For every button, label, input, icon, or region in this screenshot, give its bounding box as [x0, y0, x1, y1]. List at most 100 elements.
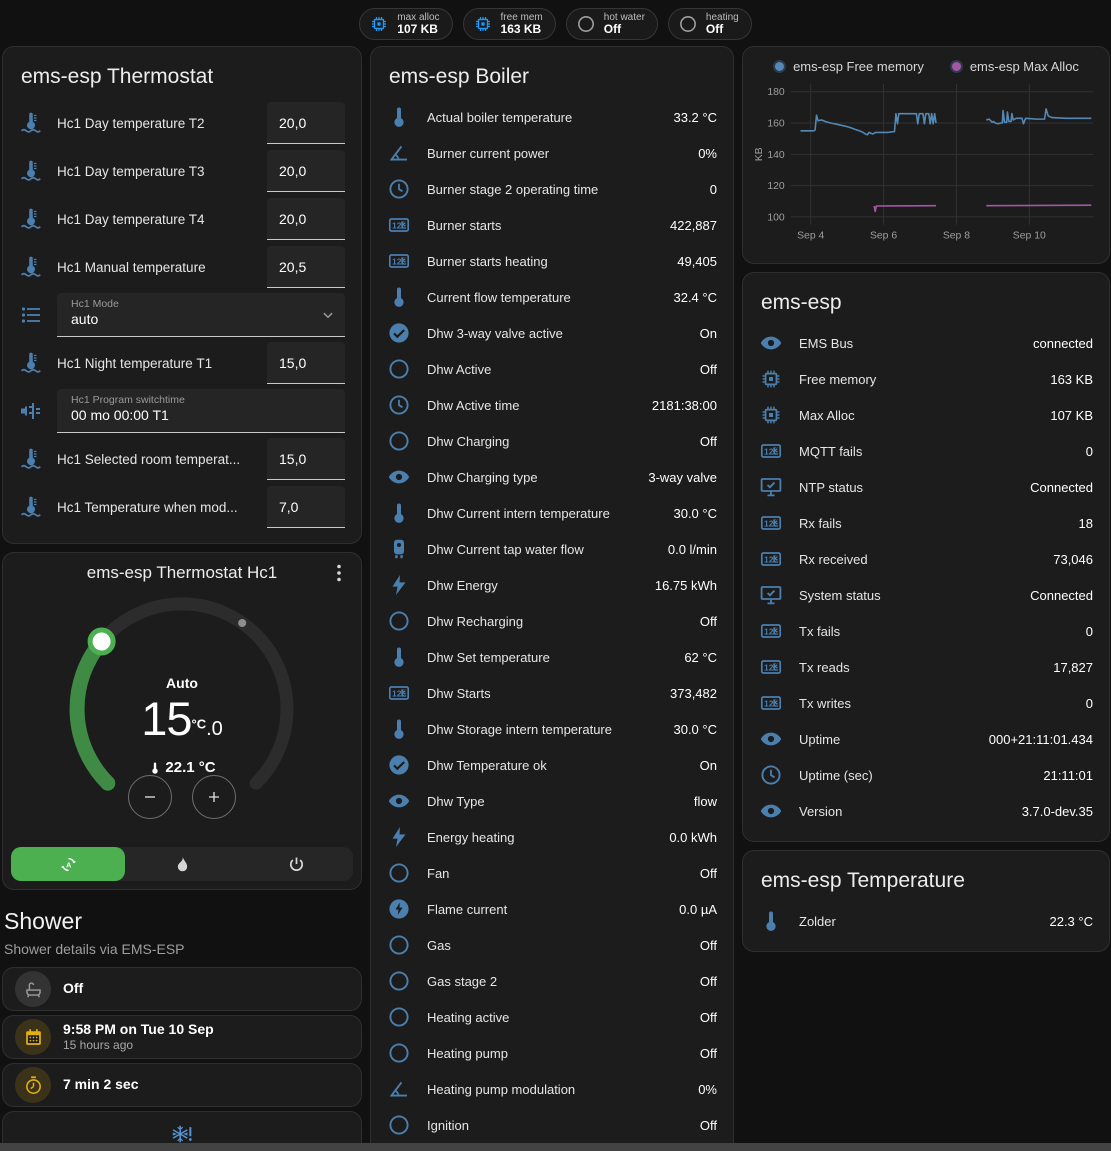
entity-row[interactable]: Dhw Charging type 3-way valve — [387, 459, 717, 495]
entity-row[interactable]: Ignition Off — [387, 1107, 717, 1143]
shower-tile[interactable]: 9:58 PM on Tue 10 Sep 15 hours ago — [2, 1015, 362, 1059]
number-field[interactable]: 15,0 — [267, 342, 345, 384]
select-value: auto — [71, 311, 99, 327]
current-temp-marker — [238, 619, 247, 627]
entity-row[interactable]: Dhw Temperature ok On — [387, 747, 717, 783]
entity-row[interactable]: Version 3.7.0-dev.35 — [759, 793, 1093, 829]
dial-gauge[interactable] — [22, 591, 342, 821]
status-badge[interactable]: free mem 163 KB — [462, 8, 556, 40]
increase-temp-button[interactable] — [192, 775, 236, 819]
entity-row[interactable]: Dhw Charging Off — [387, 423, 717, 459]
memory-history-chart[interactable]: 100 120 140 160 180 Sep 4 Sep 6 Sep 8 Sep 10 KB — [751, 76, 1101, 252]
clock-icon — [759, 763, 783, 787]
tile-text: 9:58 PM on Tue 10 Sep 15 hours ago — [63, 1021, 214, 1054]
entity-row[interactable]: Uptime (sec) 21:11:01 — [759, 757, 1093, 793]
entity-row[interactable]: System status Connected — [759, 577, 1093, 613]
entity-row[interactable]: EMS Bus connected — [759, 325, 1093, 361]
horizontal-scrollbar[interactable] — [0, 1143, 1111, 1151]
list-icon — [19, 303, 43, 327]
entity-label: Uptime (sec) — [799, 767, 873, 783]
entity-row[interactable]: Heating pump modulation 0% — [387, 1071, 717, 1107]
entity-value: 3.7.0-dev.35 — [1021, 803, 1093, 819]
entity-label: Free memory — [799, 371, 877, 387]
text-field[interactable]: Hc1 Program switchtime 00 mo 00:00 T1 — [57, 389, 345, 433]
mode-select[interactable]: Hc1 Mode auto — [57, 293, 345, 337]
entity-label: Burner stage 2 operating time — [427, 181, 599, 197]
entity-row[interactable]: Dhw Recharging Off — [387, 603, 717, 639]
current-temperature: 22.1 °C — [22, 759, 342, 776]
svg-text:140: 140 — [767, 150, 785, 161]
off-mode-button[interactable] — [239, 847, 353, 881]
entity-row[interactable]: Zolder 22.3 °C — [759, 903, 1093, 939]
entity-label: Ignition — [427, 1117, 469, 1133]
entity-row[interactable]: Energy heating 0.0 kWh — [387, 819, 717, 855]
entity-value: 73,046 — [1053, 551, 1093, 567]
entity-row[interactable]: Tx reads 17,827 — [759, 649, 1093, 685]
config-label: Hc1 Day temperature T3 — [57, 163, 205, 179]
entity-row[interactable]: Dhw 3-way valve active On — [387, 315, 717, 351]
decrease-temp-button[interactable] — [128, 775, 172, 819]
svg-text:160: 160 — [767, 119, 785, 130]
shower-tile[interactable]: Off — [2, 967, 362, 1011]
entity-row[interactable]: Rx received 73,046 — [759, 541, 1093, 577]
shower-tile[interactable]: 7 min 2 sec — [2, 1063, 362, 1107]
entity-row[interactable]: Uptime 000+21:11:01.434 — [759, 721, 1093, 757]
circle-icon — [387, 969, 411, 993]
entity-row[interactable]: Dhw Current intern temperature 30.0 °C — [387, 495, 717, 531]
entity-row[interactable]: Dhw Set temperature 62 °C — [387, 639, 717, 675]
number-field[interactable]: 15,0 — [267, 438, 345, 480]
target-temperature: 15°C.0 — [22, 691, 342, 746]
svg-text:120: 120 — [767, 181, 785, 192]
entity-row[interactable]: Heating active Off — [387, 999, 717, 1035]
entity-row[interactable]: Dhw Starts 373,482 — [387, 675, 717, 711]
number-field[interactable]: 20,0 — [267, 150, 345, 192]
entity-row[interactable]: Dhw Storage intern temperature 30.0 °C — [387, 711, 717, 747]
entity-label: Heating pump modulation — [427, 1081, 576, 1097]
entity-row[interactable]: Free memory 163 KB — [759, 361, 1093, 397]
entity-row[interactable]: Current flow temperature 32.4 °C — [387, 279, 717, 315]
entity-row[interactable]: Dhw Active time 2181:38:00 — [387, 387, 717, 423]
entity-row[interactable]: Dhw Active Off — [387, 351, 717, 387]
status-badge[interactable]: heating Off — [667, 8, 752, 40]
entity-label: Tx writes — [799, 695, 851, 711]
entity-row[interactable]: MQTT fails 0 — [759, 433, 1093, 469]
entity-row[interactable]: NTP status Connected — [759, 469, 1093, 505]
entity-row[interactable]: Gas Off — [387, 927, 717, 963]
entity-row[interactable]: Flame current 0.0 µA — [387, 891, 717, 927]
number-field[interactable]: 20,0 — [267, 102, 345, 144]
entity-row[interactable]: Max Alloc 107 KB — [759, 397, 1093, 433]
counter-icon — [759, 655, 783, 679]
entity-row[interactable]: Tx writes 0 — [759, 685, 1093, 721]
entity-label: Current flow temperature — [427, 289, 571, 305]
entity-row[interactable]: Burner starts 422,887 — [387, 207, 717, 243]
entity-value: Off — [699, 433, 717, 449]
entity-row[interactable]: Heating pump Off — [387, 1035, 717, 1071]
legend-item-max-alloc[interactable]: ems-esp Max Alloc — [949, 59, 1079, 74]
number-field[interactable]: 20,5 — [267, 246, 345, 288]
auto-mode-button[interactable] — [11, 847, 125, 881]
heat-mode-button[interactable] — [125, 847, 239, 881]
entity-row[interactable]: Gas stage 2 Off — [387, 963, 717, 999]
dial-handle[interactable] — [87, 627, 116, 656]
entity-row[interactable]: Dhw Type flow — [387, 783, 717, 819]
entity-value: 30.0 °C — [673, 721, 717, 737]
number-field[interactable]: 20,0 — [267, 198, 345, 240]
entity-value: Connected — [1030, 479, 1093, 495]
tile-text: Off — [63, 980, 83, 998]
status-badge[interactable]: max alloc 107 KB — [359, 8, 453, 40]
target-temp-unit: °C — [191, 716, 207, 732]
entity-row[interactable]: Tx fails 0 — [759, 613, 1093, 649]
entity-row[interactable]: Burner stage 2 operating time 0 — [387, 171, 717, 207]
entity-row[interactable]: Burner starts heating 49,405 — [387, 243, 717, 279]
entity-row[interactable]: Dhw Energy 16.75 kWh — [387, 567, 717, 603]
number-field[interactable]: 7,0 — [267, 486, 345, 528]
entity-row[interactable]: Burner current power 0% — [387, 135, 717, 171]
more-options-icon[interactable] — [327, 561, 351, 585]
status-badge[interactable]: hot water Off — [565, 8, 658, 40]
entity-row[interactable]: Fan Off — [387, 855, 717, 891]
entity-row[interactable]: Dhw Current tap water flow 0.0 l/min — [387, 531, 717, 567]
entity-row[interactable]: Actual boiler temperature 33.2 °C — [387, 99, 717, 135]
entity-row[interactable]: Rx fails 18 — [759, 505, 1093, 541]
column-right: ems-esp Free memory ems-esp Max Alloc 10… — [742, 46, 1110, 952]
legend-item-free-memory[interactable]: ems-esp Free memory — [773, 59, 924, 74]
